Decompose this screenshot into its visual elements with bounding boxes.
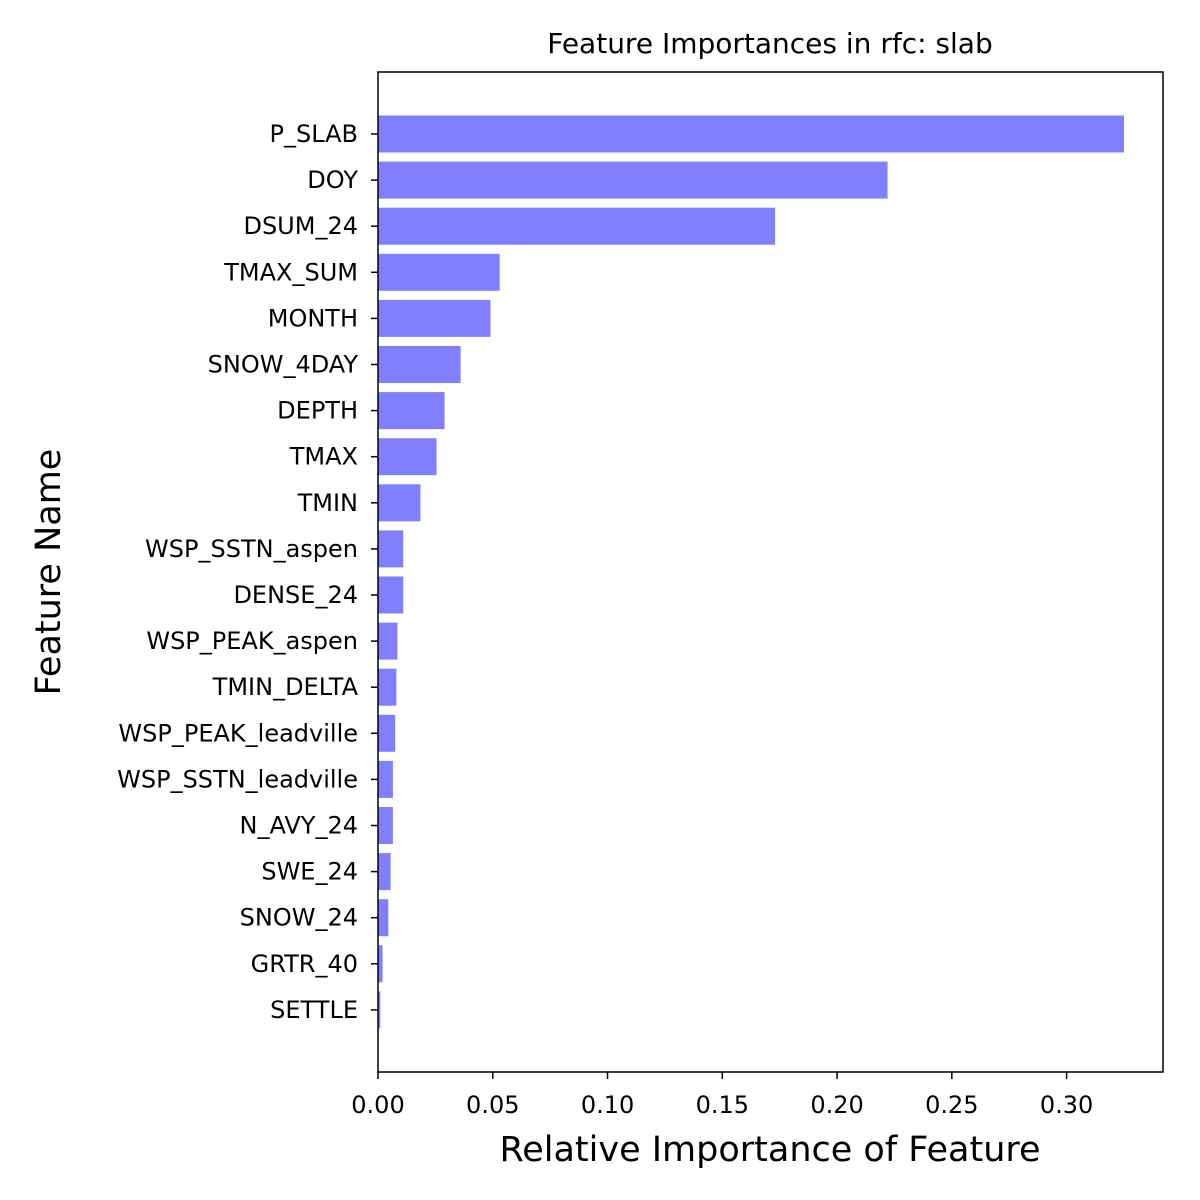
bar-tmax [378, 438, 437, 476]
bar-depth [378, 392, 445, 430]
x-tick-label: 0.05 [466, 1091, 519, 1119]
chart-title: Feature Importances in rfc: slab [547, 27, 992, 60]
x-tick-label: 0.15 [696, 1091, 749, 1119]
bar-tmin [378, 484, 421, 522]
y-tick-label: TMAX [289, 443, 358, 471]
y-tick-label: DOY [307, 166, 358, 194]
bar-dsum-24 [378, 207, 776, 245]
y-axis-ticks: P_SLAB DOY DSUM_24 TMAX_SUM MONTH SNOW_4DAY DE… [117, 120, 378, 1024]
y-tick-label: DEPTH [277, 397, 358, 425]
x-tick-label: 0.30 [1040, 1091, 1093, 1119]
x-tick-label: 0.20 [810, 1091, 863, 1119]
bar-doy [378, 161, 888, 199]
y-tick-label: TMAX_SUM [223, 258, 358, 286]
x-axis-label: Relative Importance of Feature [499, 1130, 1040, 1170]
x-tick-label: 0.10 [581, 1091, 634, 1119]
x-tick-label: 0.25 [925, 1091, 978, 1119]
bar-swe-24 [378, 853, 391, 891]
y-axis-label: Feature Name [29, 449, 69, 696]
bar-dense-24 [378, 576, 404, 614]
bar-wsp-peak-leadville [378, 714, 396, 752]
bar-p-slab [378, 115, 1124, 153]
bar-tmax-sum [378, 253, 500, 291]
y-tick-label: TMIN_DELTA [212, 673, 359, 701]
bar-settle [378, 991, 381, 1029]
y-tick-label: WSP_SSTN_leadville [117, 765, 358, 793]
y-tick-label: DENSE_24 [233, 581, 358, 609]
y-tick-label: GRTR_40 [251, 950, 358, 978]
y-tick-label: WSP_PEAK_leadville [118, 719, 358, 747]
bar-wsp-peak-aspen [378, 622, 398, 660]
bars-group [378, 115, 1124, 1029]
y-tick-label: DSUM_24 [243, 212, 358, 240]
bar-snow-24 [378, 899, 389, 937]
y-tick-label: WSP_PEAK_aspen [146, 627, 358, 655]
bar-grtr-40 [378, 945, 383, 983]
y-tick-label: P_SLAB [269, 120, 358, 148]
y-tick-label: SETTLE [270, 996, 358, 1024]
y-tick-label: TMIN [297, 489, 358, 517]
bar-wsp-sstn-leadville [378, 760, 393, 798]
y-tick-label: SWE_24 [261, 858, 358, 886]
bar-wsp-sstn-aspen [378, 530, 404, 568]
y-tick-label: SNOW_4DAY [208, 351, 359, 379]
bar-snow-4day [378, 346, 461, 383]
bar-n-avy-24 [378, 807, 393, 844]
bar-tmin-delta [378, 668, 397, 706]
y-tick-label: N_AVY_24 [240, 812, 358, 840]
bar-month [378, 299, 491, 337]
x-axis-ticks: 0.00 0.05 0.10 0.15 0.20 0.25 0.30 [351, 1072, 1093, 1119]
y-tick-label: MONTH [268, 304, 358, 332]
y-tick-label: SNOW_24 [240, 904, 358, 932]
plot-frame [377, 71, 1164, 1073]
y-tick-label: WSP_SSTN_aspen [145, 535, 358, 563]
x-tick-label: 0.00 [351, 1091, 404, 1119]
